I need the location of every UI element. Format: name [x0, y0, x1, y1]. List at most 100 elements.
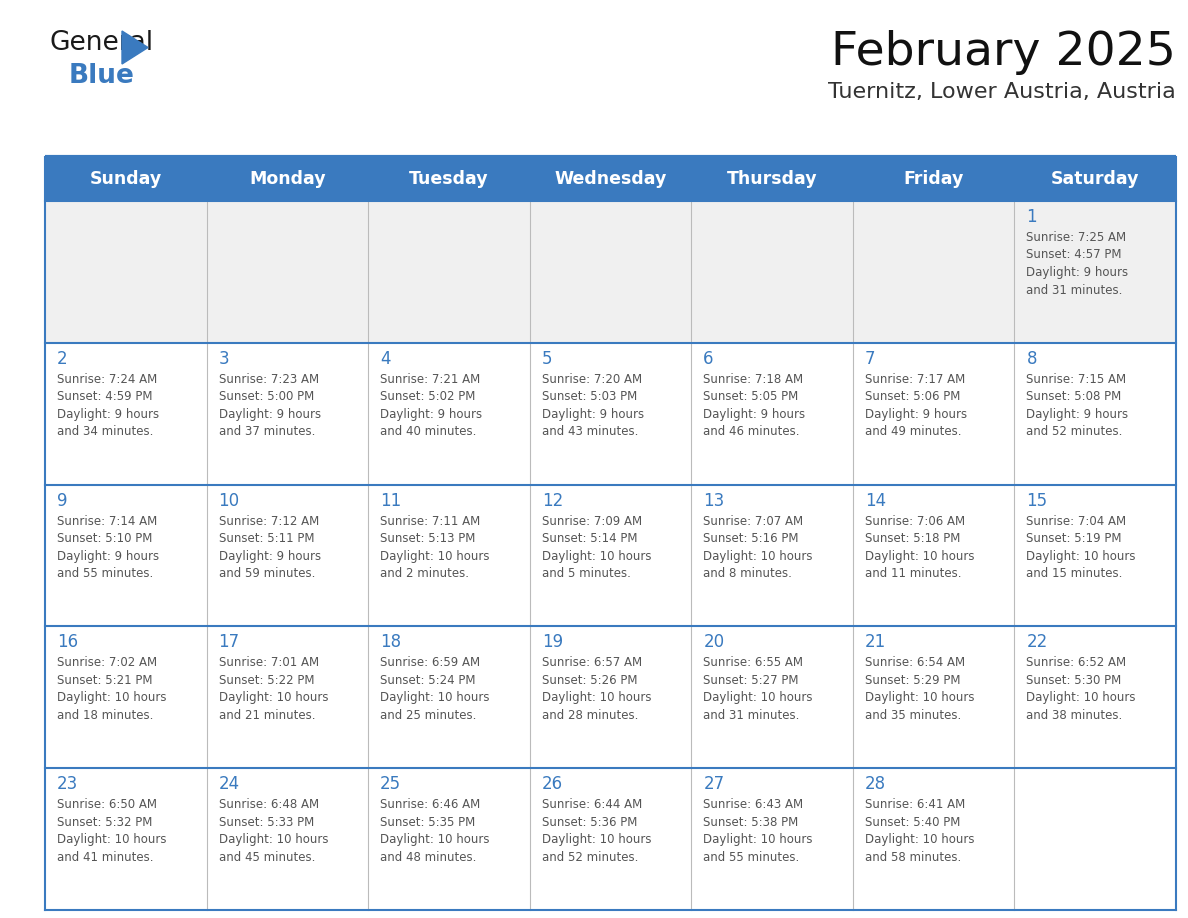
Bar — [853, 342, 1015, 485]
Text: General: General — [50, 30, 154, 56]
Text: Sunrise: 7:23 AM
Sunset: 5:00 PM
Daylight: 9 hours
and 37 minutes.: Sunrise: 7:23 AM Sunset: 5:00 PM Dayligh… — [219, 373, 321, 438]
Text: 19: 19 — [542, 633, 563, 652]
Text: Sunrise: 7:20 AM
Sunset: 5:03 PM
Daylight: 9 hours
and 43 minutes.: Sunrise: 7:20 AM Sunset: 5:03 PM Dayligh… — [542, 373, 644, 438]
Bar — [45, 626, 207, 768]
Bar — [530, 626, 691, 768]
Bar — [1015, 201, 1176, 342]
Bar — [691, 626, 853, 768]
Text: Sunrise: 7:24 AM
Sunset: 4:59 PM
Daylight: 9 hours
and 34 minutes.: Sunrise: 7:24 AM Sunset: 4:59 PM Dayligh… — [57, 373, 159, 438]
Bar — [853, 201, 1015, 342]
Text: Tuernitz, Lower Austria, Austria: Tuernitz, Lower Austria, Austria — [828, 82, 1176, 102]
Text: Sunrise: 7:04 AM
Sunset: 5:19 PM
Daylight: 10 hours
and 15 minutes.: Sunrise: 7:04 AM Sunset: 5:19 PM Dayligh… — [1026, 515, 1136, 580]
Text: 7: 7 — [865, 350, 876, 368]
Text: Sunrise: 6:55 AM
Sunset: 5:27 PM
Daylight: 10 hours
and 31 minutes.: Sunrise: 6:55 AM Sunset: 5:27 PM Dayligh… — [703, 656, 813, 722]
Bar — [691, 485, 853, 626]
Text: 9: 9 — [57, 492, 68, 509]
Text: 27: 27 — [703, 775, 725, 793]
Text: 23: 23 — [57, 775, 78, 793]
Bar — [207, 626, 368, 768]
Text: Sunrise: 7:09 AM
Sunset: 5:14 PM
Daylight: 10 hours
and 5 minutes.: Sunrise: 7:09 AM Sunset: 5:14 PM Dayligh… — [542, 515, 651, 580]
Bar — [368, 342, 530, 485]
Text: Sunrise: 7:12 AM
Sunset: 5:11 PM
Daylight: 9 hours
and 59 minutes.: Sunrise: 7:12 AM Sunset: 5:11 PM Dayligh… — [219, 515, 321, 580]
Text: 21: 21 — [865, 633, 886, 652]
Bar — [45, 157, 1176, 201]
Text: Sunrise: 6:43 AM
Sunset: 5:38 PM
Daylight: 10 hours
and 55 minutes.: Sunrise: 6:43 AM Sunset: 5:38 PM Dayligh… — [703, 798, 813, 864]
Text: 3: 3 — [219, 350, 229, 368]
Bar — [853, 485, 1015, 626]
Text: Tuesday: Tuesday — [409, 170, 488, 188]
Text: 5: 5 — [542, 350, 552, 368]
Text: Sunday: Sunday — [89, 170, 162, 188]
Text: Sunrise: 6:41 AM
Sunset: 5:40 PM
Daylight: 10 hours
and 58 minutes.: Sunrise: 6:41 AM Sunset: 5:40 PM Dayligh… — [865, 798, 974, 864]
Bar — [368, 201, 530, 342]
Text: Sunrise: 7:14 AM
Sunset: 5:10 PM
Daylight: 9 hours
and 55 minutes.: Sunrise: 7:14 AM Sunset: 5:10 PM Dayligh… — [57, 515, 159, 580]
Bar — [1015, 768, 1176, 910]
Text: 11: 11 — [380, 492, 402, 509]
Bar — [1015, 342, 1176, 485]
Bar — [368, 768, 530, 910]
Text: Sunrise: 7:17 AM
Sunset: 5:06 PM
Daylight: 9 hours
and 49 minutes.: Sunrise: 7:17 AM Sunset: 5:06 PM Dayligh… — [865, 373, 967, 438]
Text: Sunrise: 7:25 AM
Sunset: 4:57 PM
Daylight: 9 hours
and 31 minutes.: Sunrise: 7:25 AM Sunset: 4:57 PM Dayligh… — [1026, 231, 1129, 297]
Bar — [207, 768, 368, 910]
Text: Sunrise: 6:48 AM
Sunset: 5:33 PM
Daylight: 10 hours
and 45 minutes.: Sunrise: 6:48 AM Sunset: 5:33 PM Dayligh… — [219, 798, 328, 864]
Bar — [207, 485, 368, 626]
Text: 6: 6 — [703, 350, 714, 368]
Text: 2: 2 — [57, 350, 68, 368]
Text: 10: 10 — [219, 492, 240, 509]
Text: 4: 4 — [380, 350, 391, 368]
Bar — [691, 201, 853, 342]
Bar — [45, 485, 207, 626]
Text: Sunrise: 6:52 AM
Sunset: 5:30 PM
Daylight: 10 hours
and 38 minutes.: Sunrise: 6:52 AM Sunset: 5:30 PM Dayligh… — [1026, 656, 1136, 722]
Bar — [45, 768, 207, 910]
Text: Sunrise: 7:01 AM
Sunset: 5:22 PM
Daylight: 10 hours
and 21 minutes.: Sunrise: 7:01 AM Sunset: 5:22 PM Dayligh… — [219, 656, 328, 722]
Bar — [691, 342, 853, 485]
Text: 24: 24 — [219, 775, 240, 793]
Text: 1: 1 — [1026, 208, 1037, 226]
Bar — [207, 342, 368, 485]
Bar — [853, 768, 1015, 910]
Text: 16: 16 — [57, 633, 78, 652]
Text: Sunrise: 7:11 AM
Sunset: 5:13 PM
Daylight: 10 hours
and 2 minutes.: Sunrise: 7:11 AM Sunset: 5:13 PM Dayligh… — [380, 515, 489, 580]
Text: 8: 8 — [1026, 350, 1037, 368]
Text: Sunrise: 6:54 AM
Sunset: 5:29 PM
Daylight: 10 hours
and 35 minutes.: Sunrise: 6:54 AM Sunset: 5:29 PM Dayligh… — [865, 656, 974, 722]
Text: Sunrise: 7:18 AM
Sunset: 5:05 PM
Daylight: 9 hours
and 46 minutes.: Sunrise: 7:18 AM Sunset: 5:05 PM Dayligh… — [703, 373, 805, 438]
Bar — [45, 201, 207, 342]
Text: Wednesday: Wednesday — [555, 170, 666, 188]
Bar — [691, 768, 853, 910]
Text: Sunrise: 7:21 AM
Sunset: 5:02 PM
Daylight: 9 hours
and 40 minutes.: Sunrise: 7:21 AM Sunset: 5:02 PM Dayligh… — [380, 373, 482, 438]
Polygon shape — [122, 31, 148, 64]
Text: 25: 25 — [380, 775, 402, 793]
Text: 15: 15 — [1026, 492, 1048, 509]
Bar — [530, 485, 691, 626]
Text: Sunrise: 7:15 AM
Sunset: 5:08 PM
Daylight: 9 hours
and 52 minutes.: Sunrise: 7:15 AM Sunset: 5:08 PM Dayligh… — [1026, 373, 1129, 438]
Text: 26: 26 — [542, 775, 563, 793]
Bar — [368, 626, 530, 768]
Text: 28: 28 — [865, 775, 886, 793]
Text: 13: 13 — [703, 492, 725, 509]
Text: February 2025: February 2025 — [832, 30, 1176, 75]
Text: Saturday: Saturday — [1051, 170, 1139, 188]
Text: 17: 17 — [219, 633, 240, 652]
Text: Sunrise: 6:44 AM
Sunset: 5:36 PM
Daylight: 10 hours
and 52 minutes.: Sunrise: 6:44 AM Sunset: 5:36 PM Dayligh… — [542, 798, 651, 864]
Text: Sunrise: 7:07 AM
Sunset: 5:16 PM
Daylight: 10 hours
and 8 minutes.: Sunrise: 7:07 AM Sunset: 5:16 PM Dayligh… — [703, 515, 813, 580]
Text: Sunrise: 7:06 AM
Sunset: 5:18 PM
Daylight: 10 hours
and 11 minutes.: Sunrise: 7:06 AM Sunset: 5:18 PM Dayligh… — [865, 515, 974, 580]
Text: Monday: Monday — [249, 170, 326, 188]
Text: Sunrise: 6:46 AM
Sunset: 5:35 PM
Daylight: 10 hours
and 48 minutes.: Sunrise: 6:46 AM Sunset: 5:35 PM Dayligh… — [380, 798, 489, 864]
Text: 22: 22 — [1026, 633, 1048, 652]
Bar — [368, 485, 530, 626]
Text: Friday: Friday — [903, 170, 963, 188]
Text: 12: 12 — [542, 492, 563, 509]
Text: Sunrise: 6:50 AM
Sunset: 5:32 PM
Daylight: 10 hours
and 41 minutes.: Sunrise: 6:50 AM Sunset: 5:32 PM Dayligh… — [57, 798, 166, 864]
Bar — [207, 201, 368, 342]
Text: 20: 20 — [703, 633, 725, 652]
Bar — [45, 342, 207, 485]
Text: 18: 18 — [380, 633, 402, 652]
Text: Sunrise: 6:57 AM
Sunset: 5:26 PM
Daylight: 10 hours
and 28 minutes.: Sunrise: 6:57 AM Sunset: 5:26 PM Dayligh… — [542, 656, 651, 722]
Bar — [853, 626, 1015, 768]
Bar — [530, 342, 691, 485]
Bar — [1015, 485, 1176, 626]
Text: Blue: Blue — [69, 63, 135, 89]
Bar — [530, 201, 691, 342]
Text: 14: 14 — [865, 492, 886, 509]
Text: Thursday: Thursday — [727, 170, 817, 188]
